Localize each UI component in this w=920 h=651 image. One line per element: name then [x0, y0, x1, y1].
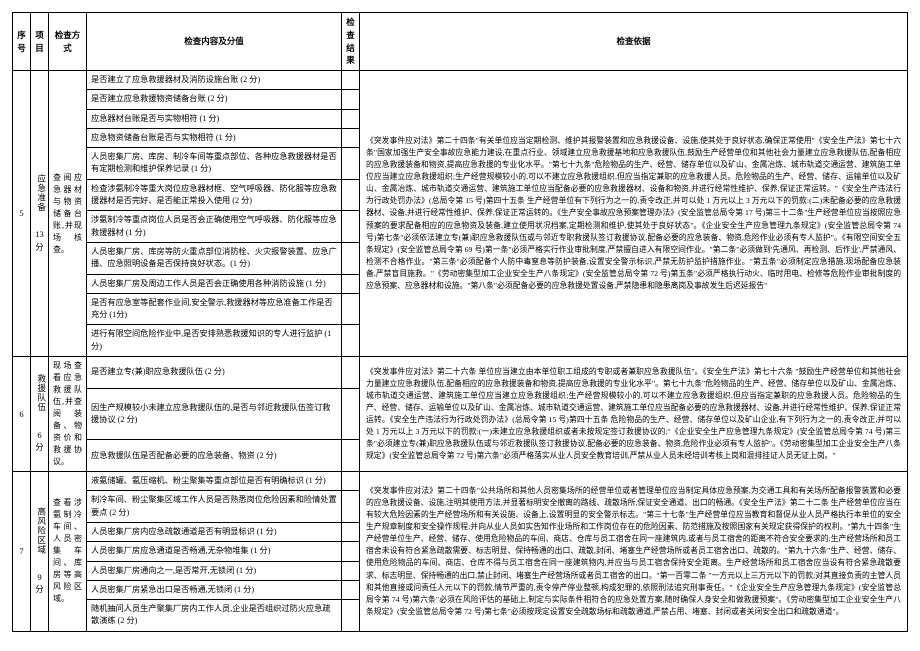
content-cell: 应急器材台账是否与实物相符 (1 分) — [87, 109, 342, 128]
item-6-score: 6分 — [35, 430, 44, 453]
item-6: 救援队伍 6分 — [31, 357, 49, 472]
content-cell: 因生产规模较小未建立应急救援队伍的,是否与邻近救援队伍签订救援协议 (2 分) — [87, 388, 342, 440]
content-cell: 制冷车间、粉尘聚集区域工作人员是否熟悉岗位危险因素和险情处置要点 (2 分) — [87, 491, 342, 523]
content-cell: 人员密集厂房、库房等防火重点部位消防栓、火灾报警装置、应急广播、应急照明设备是否… — [87, 242, 342, 274]
result-cell — [342, 561, 360, 580]
method-6: 现场查看应急救援队伍,并查阅装备、物资价和救援协议。 — [49, 357, 87, 472]
result-cell — [342, 109, 360, 128]
result-cell — [342, 128, 360, 147]
method-7: 查看涉氨制冷车间、人员密集车间、库房等高风险区域。 — [49, 472, 87, 632]
content-cell: 人员密集厂房、库房、制冷车间等重点部位、各种应急救援器材是否有定期检测和维护保养… — [87, 148, 342, 180]
result-cell — [342, 600, 360, 632]
content-cell: 应急救援队伍是否配备必要的应急装备、物资 (2 分) — [87, 440, 342, 472]
result-cell — [342, 542, 360, 561]
result-cell — [342, 293, 360, 325]
basis-6: 《突发事件应对法》第二十六条 单位应当建立由本单位职工组成的专职或者兼职应急救援… — [360, 357, 908, 472]
table-row: 7 高风险区域 9分 查看涉氨制冷车间、人员密集车间、库房等高风险区域。 液氨储… — [13, 472, 908, 491]
content-cell: 随机抽问人员生产聚集厂房内工作人员,企业是否组织过防火应急疏散演练 (2 分) — [87, 600, 342, 632]
header-method: 检查方式 — [49, 13, 87, 71]
result-cell — [342, 472, 360, 491]
result-cell — [342, 274, 360, 293]
table-row: 6 救援队伍 6分 现场查看应急救援队伍,并查阅装备、物资价和救援协议。 是否建… — [13, 357, 908, 389]
result-cell — [342, 491, 360, 523]
item-5: 应急准备 13分 — [31, 71, 49, 357]
item-7-label: 高风险区域 — [35, 507, 48, 555]
content-cell: 人员密集厂房通向之一,是否常开,无锁闭 (1 分) — [87, 561, 342, 580]
content-cell: 是否建立专(兼)职应急救援队伍 (2 分) — [87, 357, 342, 389]
result-cell — [342, 440, 360, 472]
header-result: 检查结果 — [342, 13, 360, 71]
seq-7: 7 — [13, 472, 31, 632]
item-7-score: 9分 — [35, 572, 44, 595]
content-cell: 人员密集厂房及周边工作人员是否会正确使用各种消防设施 (1 分) — [87, 274, 342, 293]
content-cell: 是否建立了应急救援器材及消防设施台账 (2 分) — [87, 71, 342, 90]
header-basis: 检查依据 — [360, 13, 908, 71]
header-item: 项目 — [31, 13, 49, 71]
content-cell: 人员密集厂房应急通道是否畅通,无杂物堆集 (1 分) — [87, 542, 342, 561]
result-cell — [342, 325, 360, 357]
content-cell: 涉氨制冷等重点岗位人员是否会正确使用空气呼吸器、防化服等应急救援器材 (1 分) — [87, 211, 342, 243]
result-cell — [342, 388, 360, 440]
content-cell: 检查涉氨制冷等重大岗位应急器材框、空气呼吸器、防化服等应急救援器材是否完好、是否… — [87, 179, 342, 211]
header-seq: 序号 — [13, 13, 31, 71]
seq-6: 6 — [13, 357, 31, 472]
result-cell — [342, 580, 360, 599]
item-6-label: 救援队伍 — [35, 374, 48, 412]
content-cell: 人员密集厂房紧急出口是否畅通,无锁闭 (1 分) — [87, 580, 342, 599]
seq-5: 5 — [13, 71, 31, 357]
result-cell — [342, 522, 360, 541]
basis-5: 《突发事件应对法》第二十四条"有关单位应当定期检测、维护其报警装置和应急救援设备… — [360, 71, 908, 357]
item-5-label: 应急准备 — [35, 174, 48, 212]
result-cell — [342, 357, 360, 389]
item-5-score: 13分 — [35, 229, 44, 252]
method-5: 查阅应急器材与物资储备台账,并现场核查。 — [49, 71, 87, 357]
header-row: 序号 项目 检查方式 检查内容及分值 检查结果 检查依据 — [13, 13, 908, 71]
basis-7: 《突发事件应对法》第二十四条"公共场所和其他人员密集场所的经营单位或者管理单位应… — [360, 472, 908, 632]
content-cell: 液氨储罐、氨压缩机、粉尘聚集等重点部位是否有明确标识 (1 分) — [87, 472, 342, 491]
result-cell — [342, 242, 360, 274]
content-cell: 应急物资储备台账是否与实物相符 (1 分) — [87, 128, 342, 147]
result-cell — [342, 90, 360, 109]
result-cell — [342, 148, 360, 180]
item-7: 高风险区域 9分 — [31, 472, 49, 632]
result-cell — [342, 71, 360, 90]
result-cell — [342, 179, 360, 211]
result-cell — [342, 211, 360, 243]
table-row: 5 应急准备 13分 查阅应急器材与物资储备台账,并现场核查。 是否建立了应急救… — [13, 71, 908, 90]
content-cell: 人员密集厂房内应急疏散通道是否有明显标识 (1 分) — [87, 522, 342, 541]
header-content: 检查内容及分值 — [87, 13, 342, 71]
content-cell: 进行有限空间危险作业中,是否安排熟悉救援知识的专人进行监护 (1 分) — [87, 325, 342, 357]
inspection-table: 序号 项目 检查方式 检查内容及分值 检查结果 检查依据 5 应急准备 13分 … — [12, 12, 908, 632]
content-cell: 是否建立应急救援物资储备台账 (2 分) — [87, 90, 342, 109]
content-cell: 是否有应急室等配套作业间,安全警示,救援器材等应急准备工作是否充分 (1分) — [87, 293, 342, 325]
